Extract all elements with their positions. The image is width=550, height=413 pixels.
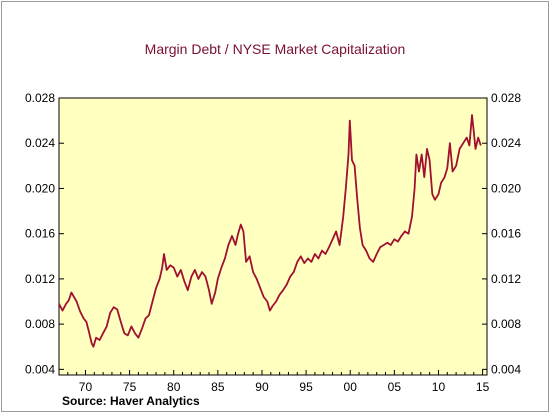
- x-tick-label: 05: [388, 380, 402, 394]
- x-tick-label: 90: [255, 380, 269, 394]
- y-tick-label-left: 0.024: [25, 136, 55, 150]
- y-tick-label-left: 0.012: [25, 272, 55, 286]
- y-tick-label-right: 0.024: [491, 136, 521, 150]
- y-tick-label-left: 0.008: [25, 317, 55, 331]
- y-axis-left: 0.004 0.008 0.012 0.016 0.020 0.024 0.028: [25, 91, 64, 376]
- series-line: [58, 114, 482, 348]
- x-tick-label: 15: [476, 380, 490, 394]
- y-tick-label-right: 0.016: [491, 227, 521, 241]
- y-tick-label-right: 0.004: [491, 362, 521, 376]
- chart-title: Margin Debt / NYSE Market Capitalization: [144, 41, 406, 57]
- y-tick-label-left: 0.016: [25, 227, 55, 241]
- x-tick-label: 10: [432, 380, 446, 394]
- y-tick-label-left: 0.004: [25, 362, 55, 376]
- x-tick-label: 85: [211, 380, 225, 394]
- chart-source: Source: Haver Analytics: [62, 394, 200, 408]
- x-tick-label: 70: [79, 380, 93, 394]
- plot-area: [58, 97, 488, 376]
- y-tick-label-right: 0.028: [491, 91, 521, 105]
- x-axis: 70 75 80 85 90 95 00 05 10 15: [58, 370, 490, 394]
- x-tick-label: 00: [344, 380, 358, 394]
- y-tick-label-right: 0.012: [491, 272, 521, 286]
- y-tick-label-left: 0.028: [25, 91, 55, 105]
- y-tick-label-left: 0.020: [25, 181, 55, 195]
- y-tick-label-right: 0.020: [491, 181, 521, 195]
- y-tick-label-right: 0.008: [491, 317, 521, 331]
- x-tick-label: 75: [123, 380, 137, 394]
- y-axis-right: 0.004 0.008 0.012 0.016 0.020 0.024 0.028: [482, 91, 521, 376]
- x-tick-label: 95: [299, 380, 313, 394]
- x-tick-label: 80: [167, 380, 181, 394]
